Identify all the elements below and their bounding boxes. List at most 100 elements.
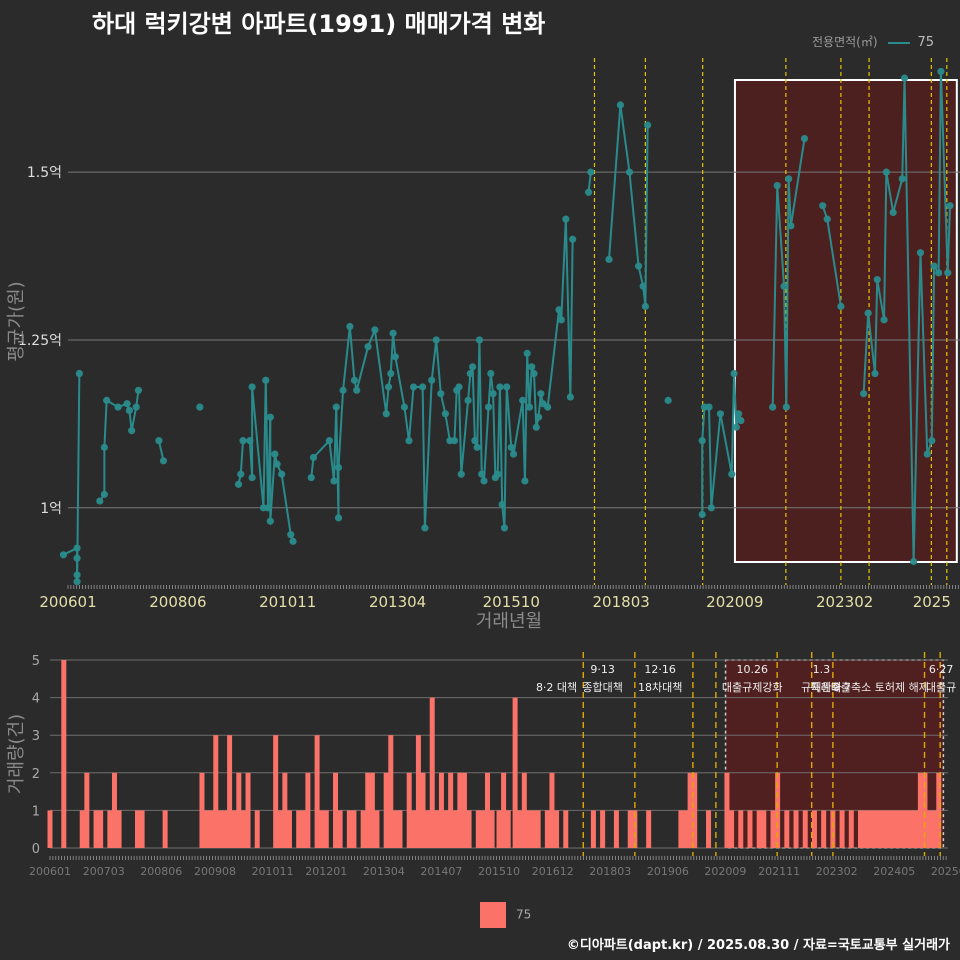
data-point	[125, 406, 133, 415]
y-tick-label-bottom: 3	[32, 729, 40, 744]
volume-bar	[213, 735, 219, 848]
series-line-segment	[789, 138, 806, 226]
data-point	[419, 383, 427, 391]
series-line-segment	[251, 386, 265, 508]
volume-bar	[756, 810, 762, 848]
data-point	[432, 336, 440, 344]
data-point	[75, 369, 83, 378]
volume-bar	[505, 810, 511, 848]
data-point	[557, 316, 565, 324]
volume-bar	[98, 810, 104, 848]
volume-bar	[107, 810, 113, 848]
policy-label: 8·2 대책	[536, 681, 577, 694]
volume-bar	[747, 810, 753, 848]
legend-top: 전용면적(㎡) 75	[812, 33, 934, 50]
data-point	[496, 383, 504, 391]
data-point	[271, 450, 279, 458]
volume-bar	[613, 810, 619, 848]
volume-bar	[383, 772, 389, 848]
volume-bar	[337, 810, 343, 848]
data-point	[350, 376, 359, 384]
volume-bar	[724, 772, 730, 848]
series-line-segment	[946, 205, 951, 273]
policy-label: 특례대출축소 토허제 해제	[811, 680, 929, 694]
series-line-segment	[355, 346, 370, 391]
data-point	[584, 188, 593, 196]
volume-bar	[775, 772, 781, 848]
series-line-segment	[608, 104, 622, 260]
data-point	[525, 403, 534, 411]
data-point	[532, 423, 540, 431]
volume-bar	[217, 810, 223, 848]
volume-bar	[204, 810, 210, 848]
series-line-segment	[883, 172, 888, 320]
x-tick-label-bottom: 201906	[647, 865, 689, 878]
volume-bar	[894, 810, 900, 848]
data-point	[73, 578, 81, 586]
data-point	[780, 282, 788, 290]
series-line-segment	[498, 386, 504, 505]
volume-bar	[47, 810, 53, 848]
data-point	[537, 390, 545, 398]
volume-bar	[300, 810, 306, 848]
volume-bar	[392, 810, 398, 848]
volume-bar	[927, 810, 933, 848]
volume-bar	[365, 772, 371, 848]
data-point	[823, 215, 831, 223]
data-point	[59, 551, 68, 559]
volume-bar	[512, 697, 518, 848]
series-line-segment	[423, 380, 433, 528]
volume-bar	[457, 772, 463, 848]
volume-bar	[521, 772, 527, 848]
series-line-segment	[505, 386, 513, 448]
volume-bar	[282, 772, 288, 848]
volume-bar	[461, 772, 467, 848]
data-point	[428, 376, 436, 384]
data-point	[489, 390, 497, 398]
data-point	[409, 383, 418, 391]
data-point	[782, 403, 790, 411]
volume-bar	[466, 810, 472, 848]
data-point	[332, 403, 340, 411]
series-line-segment	[239, 440, 245, 475]
series-line-segment	[885, 171, 895, 213]
volume-bar	[678, 810, 684, 848]
volume-bar	[240, 810, 246, 848]
data-point	[705, 403, 713, 411]
volume-bar	[627, 810, 633, 848]
data-point	[103, 396, 111, 404]
y-tick-label: 1.5억	[27, 165, 62, 181]
data-point	[871, 369, 879, 378]
data-point	[400, 403, 409, 411]
volume-bar	[563, 810, 569, 848]
volume-bar	[134, 810, 140, 848]
data-point	[534, 413, 543, 421]
series-line-segment	[407, 386, 415, 441]
x-tick-label-bottom: 202302	[816, 865, 858, 878]
data-point	[475, 336, 484, 344]
data-point	[487, 369, 495, 378]
y-tick-label-bottom: 2	[32, 767, 40, 782]
data-point	[737, 416, 745, 425]
volume-bar	[549, 772, 555, 848]
data-point	[930, 262, 938, 270]
volume-bar	[222, 810, 228, 848]
legend-top-value: 75	[917, 35, 935, 50]
data-point	[528, 363, 536, 371]
series-line-segment	[389, 333, 395, 374]
volume-bar	[692, 772, 698, 848]
volume-bar	[913, 810, 919, 848]
series-line-segment	[787, 178, 792, 226]
x-tick-label-bottom: 201407	[420, 865, 462, 878]
data-point	[464, 396, 472, 404]
data-point	[494, 470, 502, 478]
data-point	[266, 413, 274, 421]
legend-bar-swatch	[480, 902, 506, 928]
volume-bar	[273, 735, 279, 848]
data-point	[473, 443, 481, 451]
volume-bar	[862, 810, 868, 848]
legend-top-label: 전용면적(㎡)	[812, 35, 878, 49]
series-line-segment	[930, 266, 936, 441]
series-line-segment	[103, 400, 108, 448]
data-point	[273, 460, 281, 468]
